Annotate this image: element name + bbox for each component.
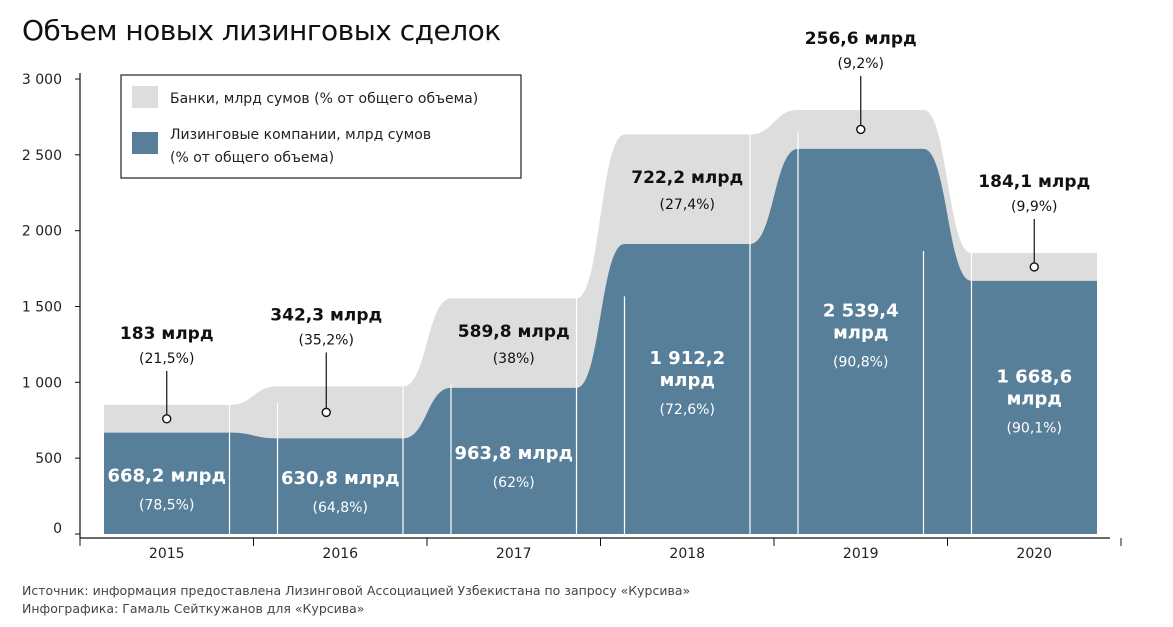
leasing-value-label: 630,8 млрд bbox=[281, 468, 400, 489]
banks-value-label: 722,2 млрд bbox=[631, 168, 743, 188]
leasing-value-unit: млрд bbox=[1007, 388, 1062, 409]
legend-label-leasing-note: (% от общего объема) bbox=[170, 150, 334, 166]
source-note: Источник: информация предоставлена Лизин… bbox=[22, 583, 691, 598]
x-tick-label: 2015 bbox=[149, 546, 185, 562]
x-tick-label: 2016 bbox=[322, 546, 358, 562]
y-tick-label: 3 000 bbox=[22, 72, 62, 88]
legend-box bbox=[120, 74, 522, 179]
leasing-pct-label: (78,5%) bbox=[139, 497, 194, 513]
leasing-area bbox=[104, 148, 1097, 534]
banks-pct-label: (21,5%) bbox=[139, 351, 194, 367]
banks-value-label: 342,3 млрд bbox=[270, 305, 382, 325]
banks-marker bbox=[1029, 262, 1039, 272]
leasing-series: 668,2 млрд (78,5%) 630,8 млрд (64,8%) 963,8 … bbox=[104, 148, 1097, 534]
leasing-pct-label: (62%) bbox=[493, 475, 535, 491]
page-title: Объем новых лизинговых сделок bbox=[22, 14, 501, 47]
leasing-value-unit: млрд bbox=[833, 322, 888, 343]
y-tick-label: 1 000 bbox=[22, 375, 62, 391]
banks-marker bbox=[321, 407, 331, 418]
legend-label-leasing: Лизинговые компании, млрд сумов bbox=[170, 127, 431, 143]
y-tick-label: 500 bbox=[35, 451, 62, 467]
banks-value-label: 183 млрд bbox=[120, 324, 214, 344]
y-tick-label: 1 500 bbox=[22, 300, 62, 316]
banks-marker bbox=[856, 124, 866, 135]
leasing-value-label: 963,8 млрд bbox=[454, 443, 573, 464]
x-tick-label: 2018 bbox=[669, 546, 705, 562]
banks-value-label: 184,1 млрд bbox=[978, 172, 1090, 192]
legend: Банки, млрд сумов (% от общего объема) Ли… bbox=[120, 74, 522, 179]
leasing-pct-label: (90,8%) bbox=[833, 354, 888, 370]
legend-swatch-banks bbox=[132, 86, 158, 108]
y-tick-label: 0 bbox=[53, 521, 62, 537]
banks-pct-label: (9,9%) bbox=[1011, 199, 1058, 215]
banks-pct-label: (27,4%) bbox=[660, 197, 715, 213]
x-tick-label: 2019 bbox=[843, 546, 879, 562]
banks-value-label: 589,8 млрд bbox=[458, 322, 570, 342]
y-tick-label: 2 500 bbox=[22, 148, 62, 164]
leasing-pct-label: (64,8%) bbox=[313, 500, 368, 516]
credit-note: Инфографика: Гамаль Сейткужанов для «Кур… bbox=[22, 601, 365, 616]
leasing-value-label: 1 912,2 bbox=[649, 348, 725, 369]
leasing-value-unit: млрд bbox=[660, 370, 715, 391]
legend-swatch-leasing bbox=[132, 132, 158, 154]
banks-pct-label: (35,2%) bbox=[299, 332, 354, 348]
banks-marker bbox=[162, 414, 172, 424]
x-tick-label: 2020 bbox=[1016, 546, 1052, 562]
banks-value-label: 256,6 млрд bbox=[805, 29, 917, 49]
leasing-value-label: 2 539,4 bbox=[823, 300, 899, 321]
leasing-pct-label: (90,1%) bbox=[1007, 420, 1062, 436]
x-tick-label: 2017 bbox=[496, 546, 532, 562]
banks-pct-label: (9,2%) bbox=[838, 56, 885, 72]
leasing-value-label: 1 668,6 bbox=[996, 366, 1072, 387]
leasing-pct-label: (72,6%) bbox=[660, 402, 715, 418]
y-tick-label: 2 000 bbox=[22, 224, 62, 240]
legend-label-banks: Банки, млрд сумов (% от общего объема) bbox=[170, 91, 478, 107]
leasing-value-label: 668,2 млрд bbox=[107, 465, 226, 486]
banks-pct-label: (38%) bbox=[493, 351, 535, 367]
